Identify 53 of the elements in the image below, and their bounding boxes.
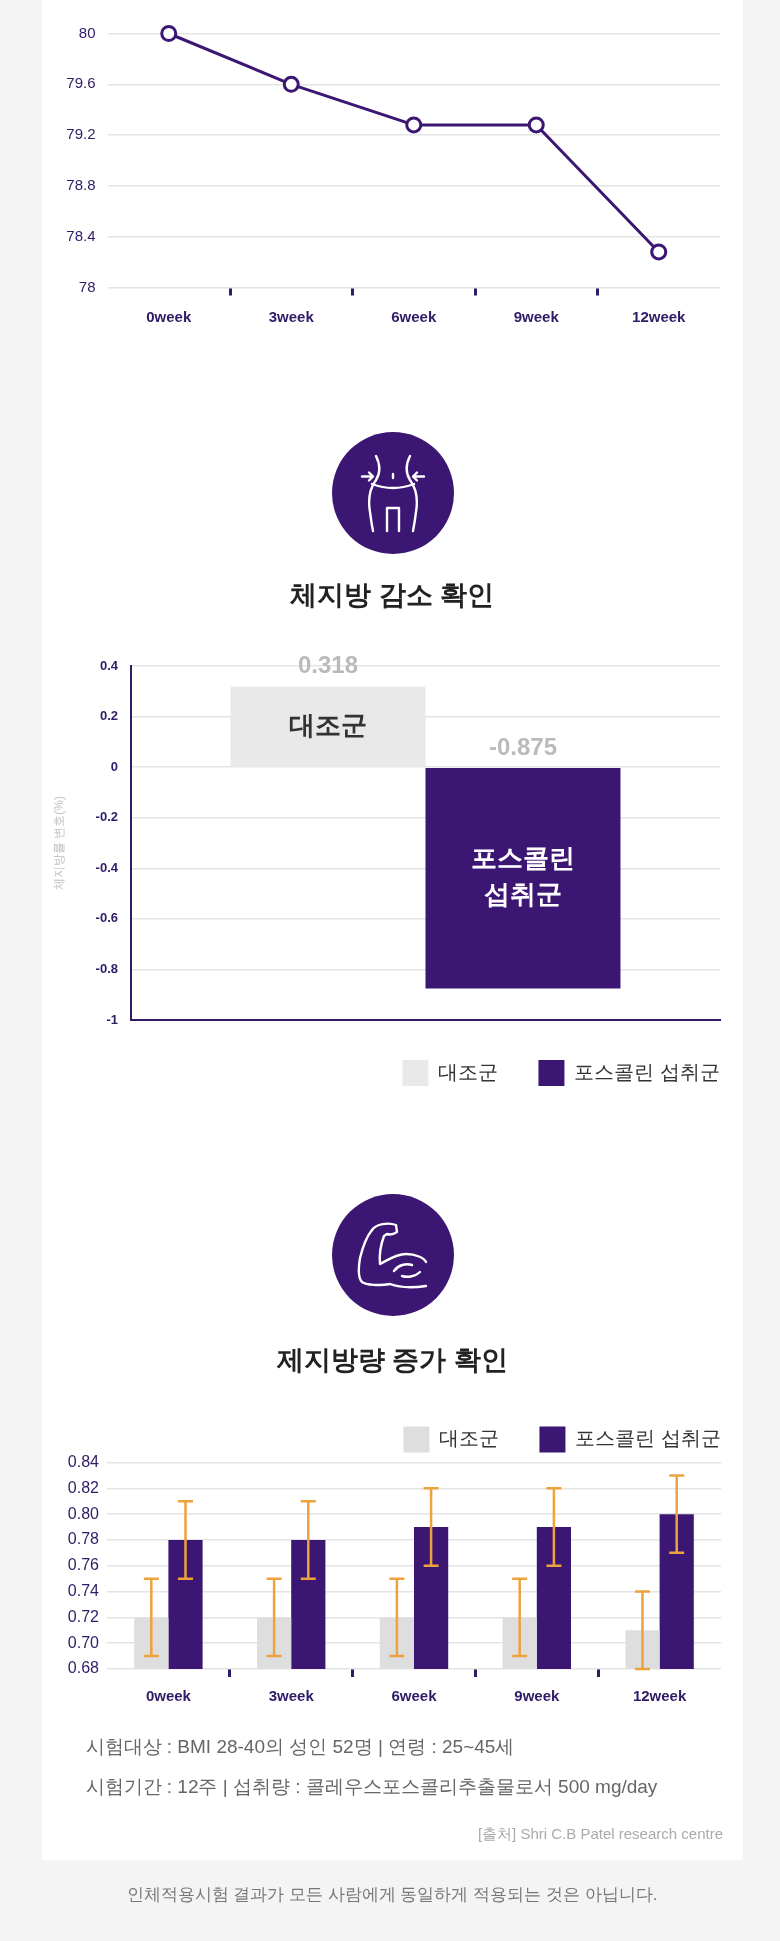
y-tick-label: -0.6 (95, 910, 118, 926)
y-tick-label: 78.4 (66, 226, 96, 244)
y-tick-label: -0.2 (95, 809, 118, 825)
x-tick-label: 9week (513, 307, 560, 325)
x-tick-label: 9week (514, 1686, 560, 1704)
x-tick-label: 12week (632, 307, 687, 325)
y-tick-label: 0.80 (67, 1504, 100, 1522)
x-tick-label: 6week (391, 307, 437, 325)
legend-label: 포스콜린 섭취군 (574, 1060, 721, 1083)
y-tick-label: 0.70 (67, 1633, 100, 1651)
y-tick-label: 0.74 (67, 1581, 100, 1599)
chart-title: 제지방량 증가 확인 (276, 1344, 509, 1377)
legend-label: 대조군 (439, 1427, 500, 1450)
x-tick-label: 0week (145, 1686, 192, 1704)
y-tick-label: 78 (78, 277, 96, 295)
y-tick-label: 80 (78, 23, 96, 41)
text: 포스콜린 섭취군 (470, 843, 575, 910)
y-tick-label: 78.8 (66, 176, 96, 194)
point (527, 116, 545, 134)
x-tick-label: 6week (391, 1686, 438, 1704)
x-tick-label: 12week (632, 1686, 687, 1704)
text: [출처] Shri C.B Patel research centre (477, 1824, 723, 1844)
data-label: -0.875 (488, 732, 558, 760)
y-tick-label: 0.68 (67, 1659, 100, 1677)
y-tick-label: 0.82 (67, 1478, 100, 1496)
data-label: 0.318 (297, 651, 359, 679)
x-tick-label: 3week (268, 1686, 315, 1704)
y-tick-label: -1 (106, 1011, 118, 1027)
x-tick-label: 3week (268, 307, 315, 325)
x-tick-label: 0week (146, 307, 192, 325)
legend-label: 포스콜린 섭취군 (575, 1427, 722, 1450)
y-tick-label: 0 (110, 758, 118, 774)
y-tick-label: 0.72 (67, 1607, 100, 1625)
text: 시험대상 : BMI 28-40의 성인 52명 | 연령 : 25~45세 (85, 1734, 515, 1759)
legend-label: 대조군 (438, 1060, 499, 1083)
point (405, 116, 423, 134)
y-axis-title: 체지방률 변호(%) (52, 796, 67, 890)
y-tick-label: 0.2 (99, 708, 118, 724)
point (282, 75, 300, 93)
y-tick-label: -0.8 (95, 961, 118, 977)
y-tick-label: 79.6 (66, 74, 96, 92)
text: 인체적용시험 결과가 모든 사람에게 동일하게 적용되는 것은 아닙니다. (126, 1884, 658, 1907)
y-tick-label: 79.2 (66, 125, 96, 143)
y-tick-label: -0.4 (95, 859, 119, 875)
text: 시험기간 : 12주 | 섭취량 : 콜레우스포스콜리추출물로서 500 mg/day (85, 1774, 658, 1799)
y-tick-label: 0.84 (67, 1452, 100, 1470)
point (160, 25, 178, 42)
y-tick-label: 0.78 (67, 1530, 100, 1548)
y-tick-label: 0.4 (99, 657, 119, 673)
chart-title: 체지방 감소 확인 (290, 579, 495, 612)
y-tick-label: 0.76 (67, 1556, 100, 1574)
text: 대조군 (289, 709, 368, 740)
point (650, 243, 668, 261)
